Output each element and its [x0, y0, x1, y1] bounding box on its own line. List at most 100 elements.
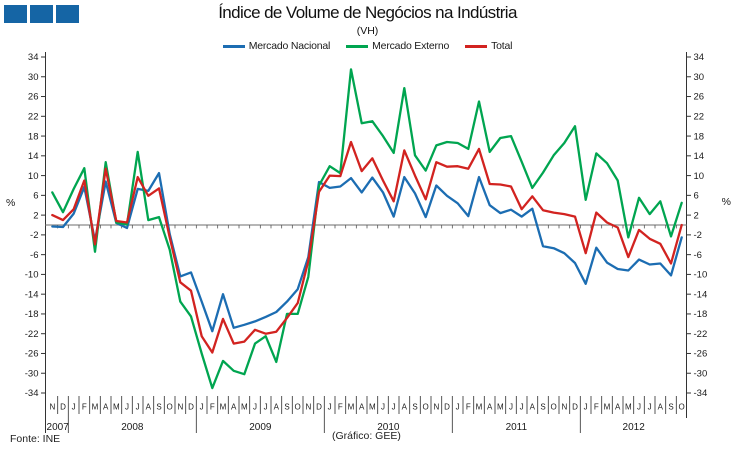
y-tick-label-left: -18: [25, 309, 39, 320]
x-month-label: S: [540, 403, 545, 412]
chart-subtitle: (VH): [356, 25, 379, 37]
y-tick-label-left: 26: [28, 92, 39, 103]
y-tick-label-left: 6: [33, 191, 38, 202]
x-month-label: S: [284, 403, 289, 412]
x-month-label: A: [615, 403, 621, 412]
y-tick-label-right: -14: [694, 289, 708, 300]
x-month-label: J: [136, 403, 140, 412]
x-month-label: A: [402, 403, 408, 412]
x-month-label: M: [113, 403, 120, 412]
x-year-label: 2008: [121, 422, 144, 433]
x-month-label: M: [92, 403, 99, 412]
y-tick-label-left: -6: [30, 250, 38, 261]
x-month-label: M: [241, 403, 248, 412]
x-month-label: F: [466, 403, 471, 412]
x-month-label: A: [658, 403, 664, 412]
y-tick-label-left: 14: [28, 151, 39, 162]
logo-squares: [4, 5, 79, 23]
x-month-label: J: [253, 403, 257, 412]
y-axis-unit-right: %: [721, 196, 731, 208]
y-tick-label-left: 22: [28, 111, 39, 122]
x-year-label: 2010: [377, 422, 400, 433]
x-month-label: S: [668, 403, 673, 412]
y-tick-label-right: -30: [694, 368, 708, 379]
x-month-label: M: [369, 403, 376, 412]
y-tick-label-right: -22: [694, 329, 708, 340]
x-year-label: 2007: [47, 422, 70, 433]
y-tick-label-right: 18: [694, 131, 705, 142]
x-month-label: J: [520, 403, 524, 412]
x-month-label: A: [487, 403, 493, 412]
y-tick-label-left: -34: [25, 388, 39, 399]
series-line-mercado-externo: [51, 68, 683, 390]
x-month-label: A: [231, 403, 237, 412]
x-month-label: J: [509, 403, 513, 412]
x-month-label: D: [444, 403, 450, 412]
x-month-label: J: [328, 403, 332, 412]
y-tick-label-right: 34: [694, 52, 705, 63]
x-month-label: J: [584, 403, 588, 412]
legend-line-swatch-red: [465, 44, 488, 48]
x-month-label: J: [264, 403, 268, 412]
y-tick-label-right: 10: [694, 171, 705, 182]
y-tick-label-left: -10: [25, 270, 39, 281]
y-tick-label-right: 26: [694, 92, 705, 103]
y-tick-label-left: 30: [28, 72, 39, 83]
x-month-label: M: [604, 403, 611, 412]
x-month-label: N: [305, 403, 311, 412]
x-month-label: D: [60, 403, 66, 412]
logo-square-icon: [4, 5, 27, 23]
x-month-label: A: [146, 403, 152, 412]
chart-legend: Mercado Nacional Mercado Externo Total: [0, 40, 735, 52]
x-month-label: A: [359, 403, 365, 412]
y-tick-label-right: 30: [694, 72, 705, 83]
x-month-label: D: [572, 403, 578, 412]
x-month-label: F: [594, 403, 599, 412]
logo-square-icon: [30, 5, 53, 23]
legend-label: Mercado Externo: [372, 40, 450, 52]
legend-label: Total: [491, 40, 513, 52]
legend-line-swatch-blue: [222, 44, 245, 48]
y-tick-label-right: 6: [694, 191, 699, 202]
legend-item-total: Total: [465, 40, 512, 52]
y-tick-label-left: 34: [28, 52, 39, 63]
legend-item-mercado-externo: Mercado Externo: [346, 40, 449, 52]
x-month-label: D: [188, 403, 194, 412]
legend-label: Mercado Nacional: [248, 40, 331, 52]
y-tick-label-right: -2: [694, 230, 702, 241]
y-tick-label-right: -26: [694, 349, 708, 360]
x-month-label: F: [338, 403, 343, 412]
x-month-label: M: [348, 403, 355, 412]
x-month-label: J: [381, 403, 385, 412]
series-line-total: [51, 140, 683, 354]
y-tick-label-right: 22: [694, 111, 705, 122]
x-month-label: N: [49, 403, 55, 412]
y-tick-label-left: 2: [33, 210, 38, 221]
y-tick-label-right: -34: [694, 388, 708, 399]
x-month-label: J: [648, 403, 652, 412]
x-month-label: F: [82, 403, 87, 412]
y-tick-label-left: -30: [25, 368, 39, 379]
y-tick-label-left: -2: [30, 230, 38, 241]
y-tick-label-left: -22: [25, 329, 39, 340]
x-year-label: 2009: [249, 422, 272, 433]
x-month-label: J: [200, 403, 204, 412]
x-month-label: J: [456, 403, 460, 412]
x-month-label: N: [433, 403, 439, 412]
logo-square-icon: [56, 5, 79, 23]
y-tick-label-right: -18: [694, 309, 708, 320]
x-month-label: N: [177, 403, 183, 412]
credit-note: (Gráfico: GEE): [332, 430, 401, 442]
x-month-label: J: [637, 403, 641, 412]
x-month-label: O: [423, 403, 429, 412]
x-year-label: 2011: [506, 422, 528, 433]
x-month-label: M: [497, 403, 504, 412]
y-tick-label-left: -14: [25, 289, 39, 300]
x-month-label: O: [551, 403, 557, 412]
x-month-label: J: [125, 403, 129, 412]
x-year-label: 2012: [623, 422, 646, 433]
y-tick-label-left: 10: [28, 171, 39, 182]
y-tick-label-right: 2: [694, 210, 699, 221]
